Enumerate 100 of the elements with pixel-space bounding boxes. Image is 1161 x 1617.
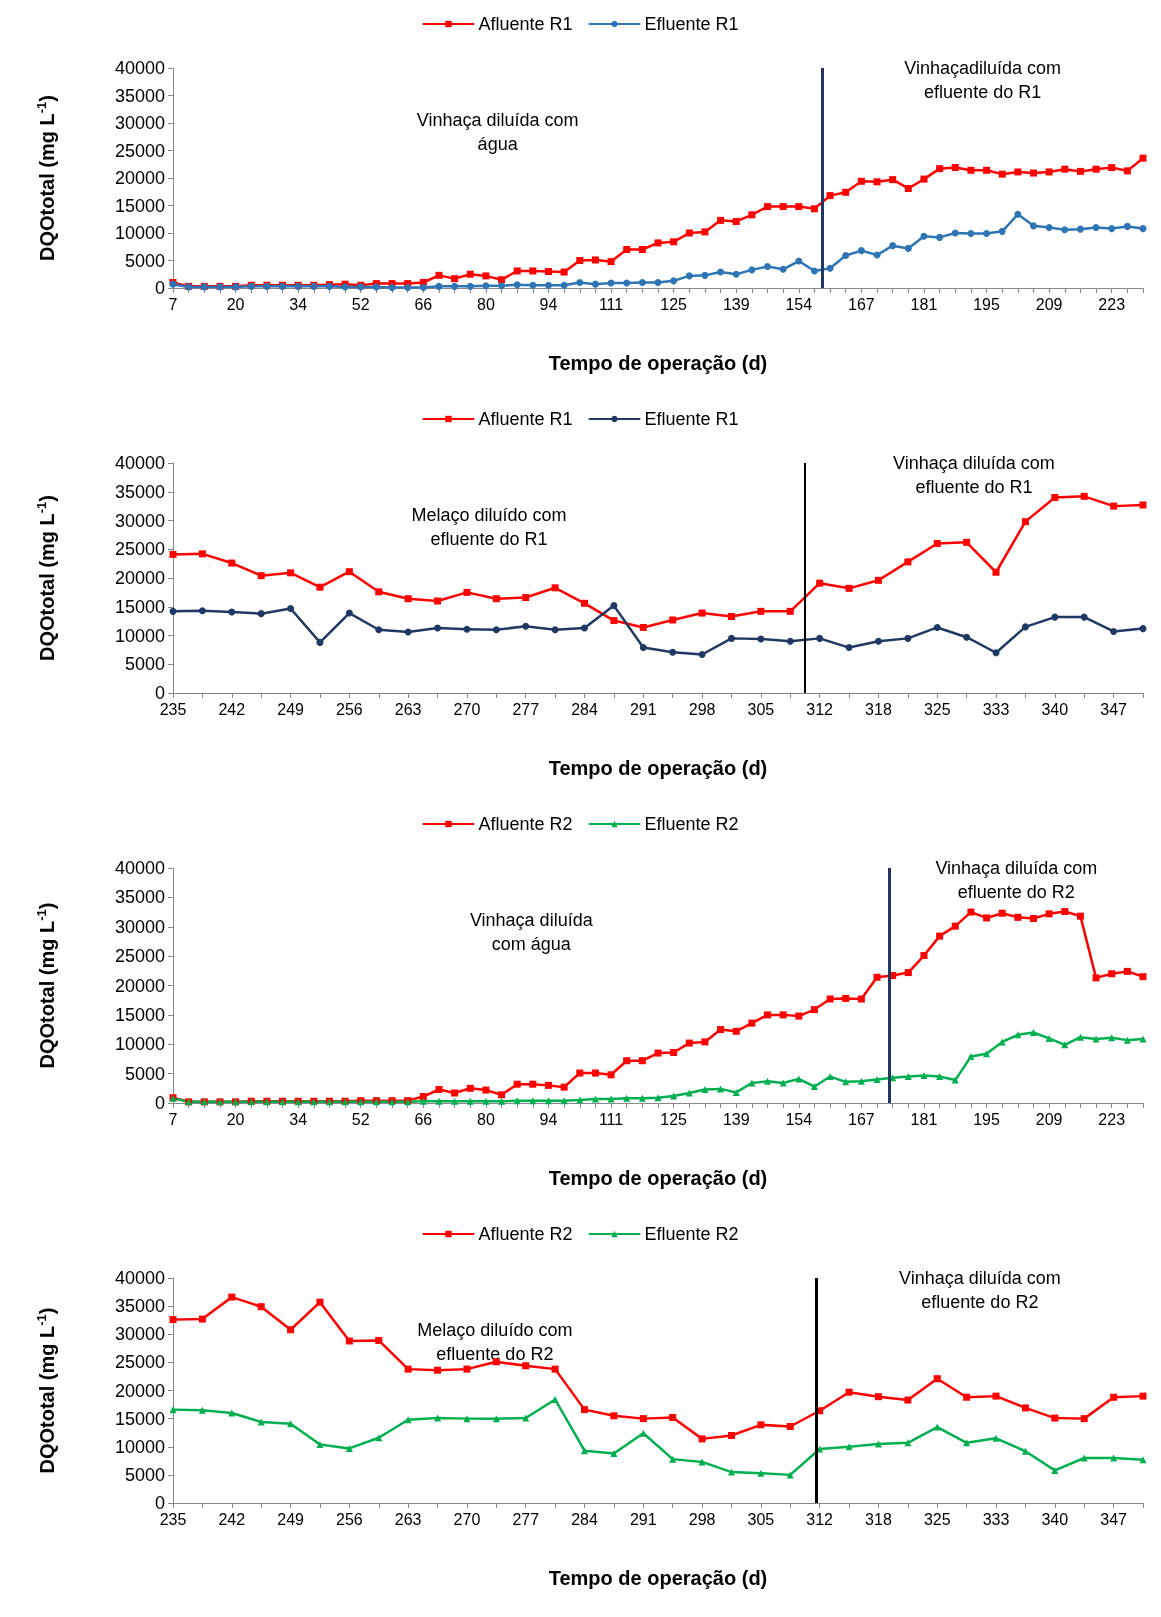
point <box>287 569 295 577</box>
x-tick-label: 209 <box>1035 1110 1063 1128</box>
x-tick-label: 195 <box>973 1110 1000 1128</box>
point <box>639 644 647 652</box>
x-tick-label: 312 <box>806 700 834 718</box>
x-tick-label: 66 <box>414 1110 433 1128</box>
y-tick-label: 40000 <box>114 453 165 473</box>
annotation: Melaço diluído com efluente do R1 <box>411 505 567 549</box>
point <box>610 617 618 625</box>
point <box>492 1415 500 1423</box>
point <box>963 538 971 546</box>
legend-label: Efluente R1 <box>644 409 739 429</box>
point <box>992 1392 1000 1400</box>
x-tick-label: 80 <box>477 1110 495 1128</box>
x-tick-label: 340 <box>1041 1510 1069 1528</box>
legend-label: Afluente R2 <box>478 814 573 834</box>
point <box>698 1435 706 1443</box>
point <box>345 1337 353 1345</box>
x-tick-label: 167 <box>848 1110 875 1128</box>
y-axis-title: DQOtotal (mg L-1) <box>34 495 58 661</box>
y-tick-label: 20000 <box>114 568 165 588</box>
point <box>874 637 882 645</box>
point <box>375 1336 383 1344</box>
x-tick-label: 195 <box>973 295 1000 313</box>
point <box>845 584 853 592</box>
y-tick-label: 5000 <box>124 1464 165 1485</box>
point <box>257 1303 265 1311</box>
point <box>1021 1404 1029 1412</box>
point <box>434 597 442 605</box>
point <box>1110 1393 1118 1401</box>
point <box>1110 502 1118 510</box>
point <box>228 1293 236 1301</box>
annotation: Vinhaça diluída com água <box>469 910 594 954</box>
x-tick-label: 94 <box>539 295 558 313</box>
point <box>1110 1454 1118 1462</box>
x-tick-label: 223 <box>1098 295 1126 313</box>
x-tick-label: 34 <box>289 295 308 313</box>
legend-label: Efluente R2 <box>644 1224 739 1244</box>
annotation: Vinhaça diluída com água <box>416 110 579 154</box>
point <box>463 1415 471 1423</box>
point <box>904 1396 912 1404</box>
annotation: Vinhaçadiluída com efluente do R1 <box>904 58 1062 102</box>
point <box>1110 627 1118 635</box>
point <box>669 648 677 656</box>
point <box>757 1469 765 1477</box>
point <box>345 568 353 576</box>
y-tick-label: 20000 <box>114 1380 165 1401</box>
x-tick-label: 263 <box>394 1510 422 1528</box>
x-tick-label: 291 <box>629 700 657 718</box>
point <box>845 1388 853 1396</box>
y-tick-label: 25000 <box>114 539 165 560</box>
point <box>963 1393 971 1401</box>
x-tick-label: 80 <box>477 295 495 313</box>
point <box>316 638 324 646</box>
point <box>1080 613 1088 621</box>
point <box>963 633 971 641</box>
point <box>257 610 265 618</box>
y-tick-label: 10000 <box>114 625 165 646</box>
point <box>434 624 442 632</box>
x-tick-label: 318 <box>865 700 892 718</box>
x-tick-label: 223 <box>1098 1110 1126 1128</box>
point <box>581 599 589 607</box>
y-tick-label: 5000 <box>124 250 165 271</box>
point <box>1080 492 1088 500</box>
point <box>316 583 324 591</box>
point <box>904 558 912 566</box>
point <box>581 1447 589 1455</box>
point <box>933 1423 941 1431</box>
point <box>287 604 295 612</box>
y-tick-label: 0 <box>154 278 165 298</box>
x-tick-label: 277 <box>512 700 540 718</box>
point <box>1051 1414 1059 1422</box>
point <box>198 550 206 558</box>
legend-label: Afluente R1 <box>478 14 573 34</box>
annotation: Vinhaça diluída com efluente do R1 <box>893 453 1055 497</box>
point <box>228 559 236 567</box>
y-tick-label: 15000 <box>114 596 165 617</box>
point <box>698 650 706 658</box>
point <box>522 622 530 630</box>
point <box>1080 1454 1088 1462</box>
point <box>463 1365 471 1373</box>
x-tick-label: 333 <box>982 700 1010 718</box>
point <box>669 1455 677 1463</box>
y-tick-label: 40000 <box>114 58 165 78</box>
point <box>1051 494 1059 501</box>
y-tick-label: 35000 <box>114 887 165 908</box>
x-tick-label: 235 <box>159 1510 187 1528</box>
point <box>198 1315 206 1323</box>
point <box>287 1420 295 1428</box>
x-tick-label: 325 <box>923 700 951 718</box>
point <box>522 594 530 602</box>
point <box>610 602 618 610</box>
point <box>816 579 824 587</box>
point <box>404 1365 412 1373</box>
point <box>522 1414 530 1422</box>
point <box>933 623 941 631</box>
x-tick-label: 270 <box>453 1510 481 1528</box>
x-tick-label: 318 <box>865 1510 892 1528</box>
x-axis-title: Tempo de operação (d) <box>548 352 768 374</box>
point <box>287 1326 295 1334</box>
